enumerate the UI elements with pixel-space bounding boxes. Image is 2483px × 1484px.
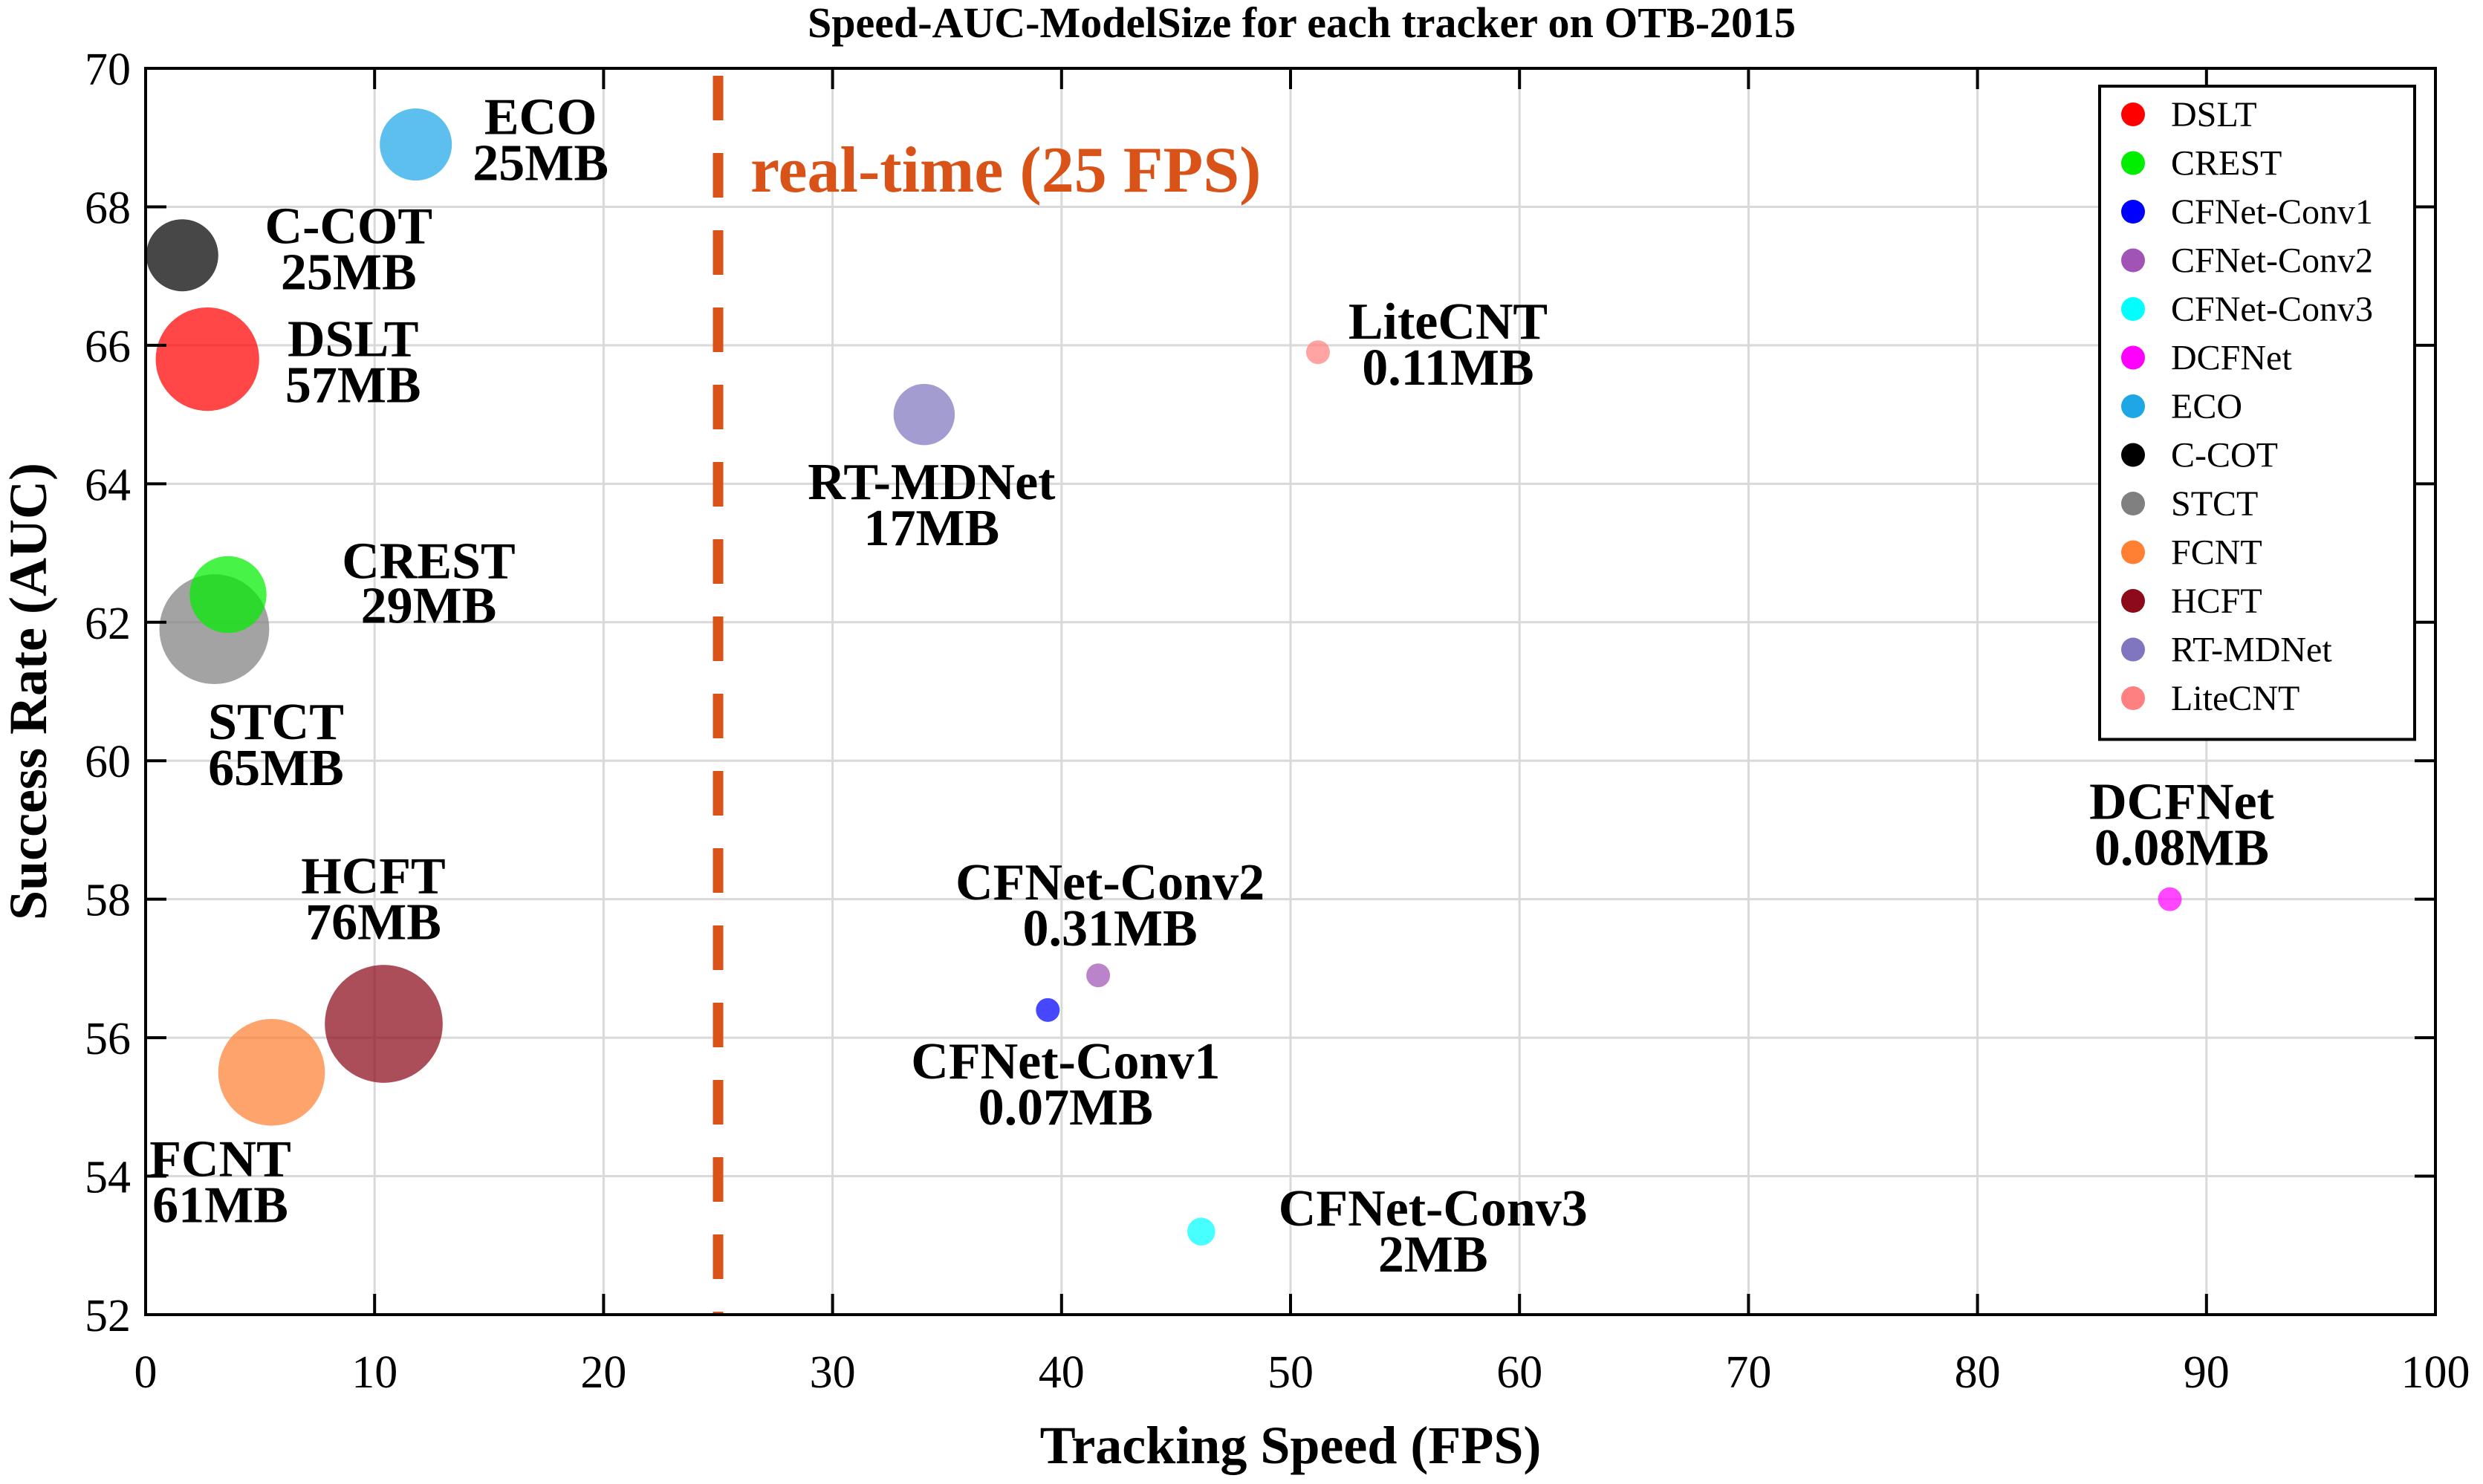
legend-entry-label: FCNT	[2171, 533, 2262, 573]
legend-entry-label: STCT	[2171, 484, 2258, 524]
y-tick-label: 54	[85, 1153, 131, 1203]
y-tick-label: 58	[85, 876, 131, 926]
point-size-label: 57MB	[285, 357, 421, 414]
legend-marker	[2121, 492, 2145, 515]
legend-entry-label: CFNet-Conv2	[2171, 241, 2373, 281]
legend-entry-label: C-COT	[2171, 436, 2278, 475]
point-size-label: 29MB	[361, 577, 497, 634]
point-size-label: 61MB	[152, 1177, 288, 1234]
legend-marker	[2121, 200, 2145, 224]
point-crest	[189, 556, 267, 634]
y-tick-label: 66	[85, 322, 131, 372]
point-cfnet-conv2	[1086, 963, 1111, 988]
point-fcnt	[218, 1018, 325, 1126]
x-tick-label: 20	[580, 1347, 626, 1398]
x-tick-label: 60	[1496, 1347, 1542, 1398]
realtime-label: real-time (25 FPS)	[750, 134, 1261, 206]
x-tick-label: 80	[1955, 1347, 2001, 1398]
x-tick-label: 10	[351, 1347, 397, 1398]
point-dslt	[155, 307, 259, 411]
point-name-label: LiteCNT	[1348, 293, 1548, 351]
legend-entry-label: DCFNet	[2171, 339, 2292, 378]
legend-marker	[2121, 540, 2145, 564]
y-tick-label: 52	[85, 1291, 131, 1341]
point-eco	[380, 108, 452, 181]
x-tick-label: 100	[2401, 1347, 2470, 1398]
point-size-label: 0.31MB	[1022, 900, 1197, 957]
point-size-label: 0.11MB	[1362, 339, 1533, 397]
legend-marker	[2121, 443, 2145, 467]
y-tick-label: 62	[85, 599, 131, 649]
legend-marker	[2121, 394, 2145, 418]
legend-entry-label: DSLT	[2171, 95, 2257, 134]
point-name-label: STCT	[208, 694, 344, 751]
point-size-label: 76MB	[305, 894, 441, 951]
legend-marker	[2121, 637, 2145, 662]
legend-marker	[2121, 102, 2145, 126]
point-name-label: DSLT	[288, 311, 418, 368]
legend-entry-label: HCFT	[2171, 582, 2262, 621]
x-tick-label: 90	[2184, 1347, 2230, 1398]
legend-entry-label: ECO	[2171, 387, 2242, 426]
legend-entry-label: LiteCNT	[2171, 679, 2299, 718]
y-tick-label: 60	[85, 737, 131, 787]
point-name-label: CFNet-Conv2	[955, 854, 1265, 911]
y-tick-label: 56	[85, 1014, 131, 1064]
point-size-label: 2MB	[1378, 1226, 1488, 1283]
legend-marker	[2121, 345, 2145, 370]
legend-box	[2098, 85, 2416, 741]
point-name-label: DCFNet	[2089, 774, 2274, 831]
legend-marker	[2121, 151, 2145, 175]
point-labels: DSLT57MBCREST29MBCFNet-Conv10.07MBCFNet-…	[149, 89, 2274, 1284]
point-name-label: ECO	[484, 89, 597, 146]
axis-tick-labels: 0 10 20 30 40 50 60 70 80 90 100 52 54 56 58 60 62 64 66 68…	[85, 45, 2470, 1398]
chart-title: Speed-AUC-ModelSize for each tracker on …	[808, 0, 1796, 47]
legend-entry-label: CFNet-Conv3	[2171, 290, 2373, 329]
point-name-label: HCFT	[301, 847, 445, 905]
point-size-label: 25MB	[473, 135, 608, 192]
point-size-label: 25MB	[281, 244, 417, 302]
point-cfnet-conv1	[1036, 998, 1060, 1022]
legend-entry-label: CREST	[2171, 144, 2282, 183]
point-cfnet-conv3	[1187, 1217, 1215, 1246]
legend-marker	[2121, 686, 2145, 710]
point-c-cot	[146, 219, 218, 292]
legend: DSLT CREST CFNet-Conv1 CFNet-Conv2 CFNet-Con…	[2098, 85, 2416, 741]
y-tick-label: 68	[85, 183, 131, 233]
point-hcft	[325, 965, 443, 1083]
x-tick-label: 0	[134, 1347, 158, 1398]
y-axis-label: Success Rate (AUC)	[0, 463, 58, 920]
legend-marker	[2121, 297, 2145, 321]
x-tick-label: 30	[810, 1347, 856, 1398]
point-size-label: 17MB	[863, 500, 999, 557]
y-tick-label: 64	[85, 460, 131, 510]
x-tick-label: 40	[1039, 1347, 1085, 1398]
point-litecnt	[1305, 340, 1330, 365]
data-points	[146, 108, 2182, 1246]
legend-entry-label: RT-MDNet	[2171, 631, 2332, 670]
point-dcfnet	[2158, 887, 2182, 911]
point-name-label: CFNet-Conv3	[1279, 1180, 1588, 1237]
legend-marker	[2121, 248, 2145, 273]
point-name-label: FCNT	[149, 1131, 291, 1188]
point-size-label: 0.08MB	[2094, 820, 2269, 877]
point-name-label: C-COT	[265, 198, 433, 256]
point-size-label: 0.07MB	[978, 1079, 1153, 1136]
legend-marker	[2121, 589, 2145, 613]
legend-entry-label: CFNet-Conv1	[2171, 192, 2373, 232]
point-name-label: RT-MDNet	[808, 454, 1055, 511]
x-tick-label: 70	[1725, 1347, 1771, 1398]
point-name-label: CFNet-Conv1	[911, 1033, 1220, 1090]
point-rt-mdnet	[893, 383, 955, 446]
point-name-label: CREST	[342, 533, 515, 590]
y-tick-label: 70	[85, 45, 131, 95]
x-tick-label: 50	[1268, 1347, 1314, 1398]
x-axis-label: Tracking Speed (FPS)	[1040, 1416, 1542, 1475]
realtime-threshold: real-time (25 FPS)	[713, 76, 1261, 1315]
point-size-label: 65MB	[208, 740, 344, 797]
